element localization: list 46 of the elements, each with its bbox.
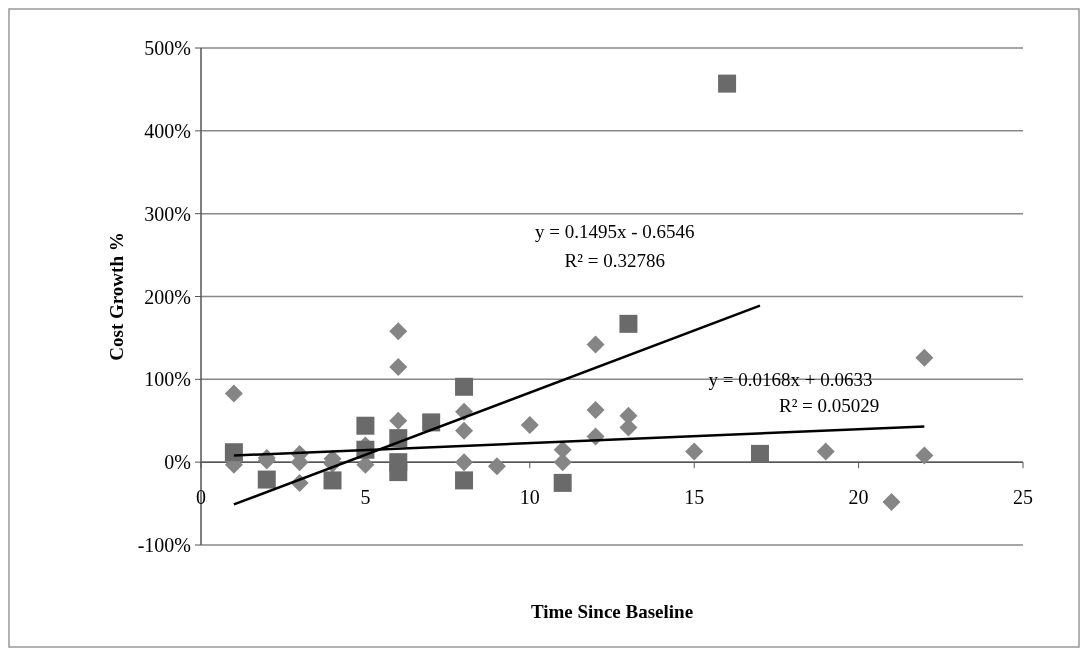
annotation: y = 0.0168x + 0.0633 [708, 368, 873, 390]
x-axis-title: Time Since Baseline [530, 601, 694, 622]
point [257, 470, 276, 489]
point [619, 314, 638, 333]
y-tick-label: 400% [144, 119, 191, 142]
point [224, 384, 243, 403]
annotation: y = 0.1495x - 0.6546 [534, 221, 695, 243]
y-tick-label: 500% [144, 37, 191, 59]
point [718, 74, 737, 93]
point [389, 463, 408, 482]
point [455, 453, 474, 472]
point [520, 415, 539, 434]
point [224, 443, 243, 462]
point [455, 471, 474, 490]
y-tick-label: 0% [164, 451, 191, 474]
y-tick-label: 300% [144, 202, 191, 225]
point [389, 322, 408, 341]
point [422, 413, 441, 432]
point [882, 492, 901, 511]
y-axis-title: Cost Growth % [106, 232, 127, 361]
point [750, 444, 769, 463]
point [816, 442, 835, 461]
y-tick-label: 200% [144, 285, 191, 308]
point [586, 335, 605, 354]
point [553, 473, 572, 492]
x-tick-label: 0 [196, 486, 206, 509]
point [685, 442, 704, 461]
x-tick-label: 10 [519, 486, 540, 509]
point [389, 357, 408, 376]
annotation: R² = 0.05029 [778, 395, 880, 417]
point [586, 400, 605, 419]
point [915, 348, 934, 367]
point [323, 471, 342, 490]
point [389, 411, 408, 430]
x-tick-label: 20 [848, 486, 869, 509]
point [455, 377, 474, 396]
x-tick-label: 5 [360, 486, 371, 509]
y-tick-label: 100% [144, 368, 191, 391]
point [487, 457, 506, 476]
x-tick-label: 15 [684, 486, 705, 509]
x-tick-label: 25 [1013, 486, 1033, 509]
annotation: R² = 0.32786 [564, 250, 665, 272]
point [915, 446, 934, 465]
point [356, 416, 375, 435]
y-tick-label: -100% [137, 534, 191, 556]
point [455, 421, 474, 440]
